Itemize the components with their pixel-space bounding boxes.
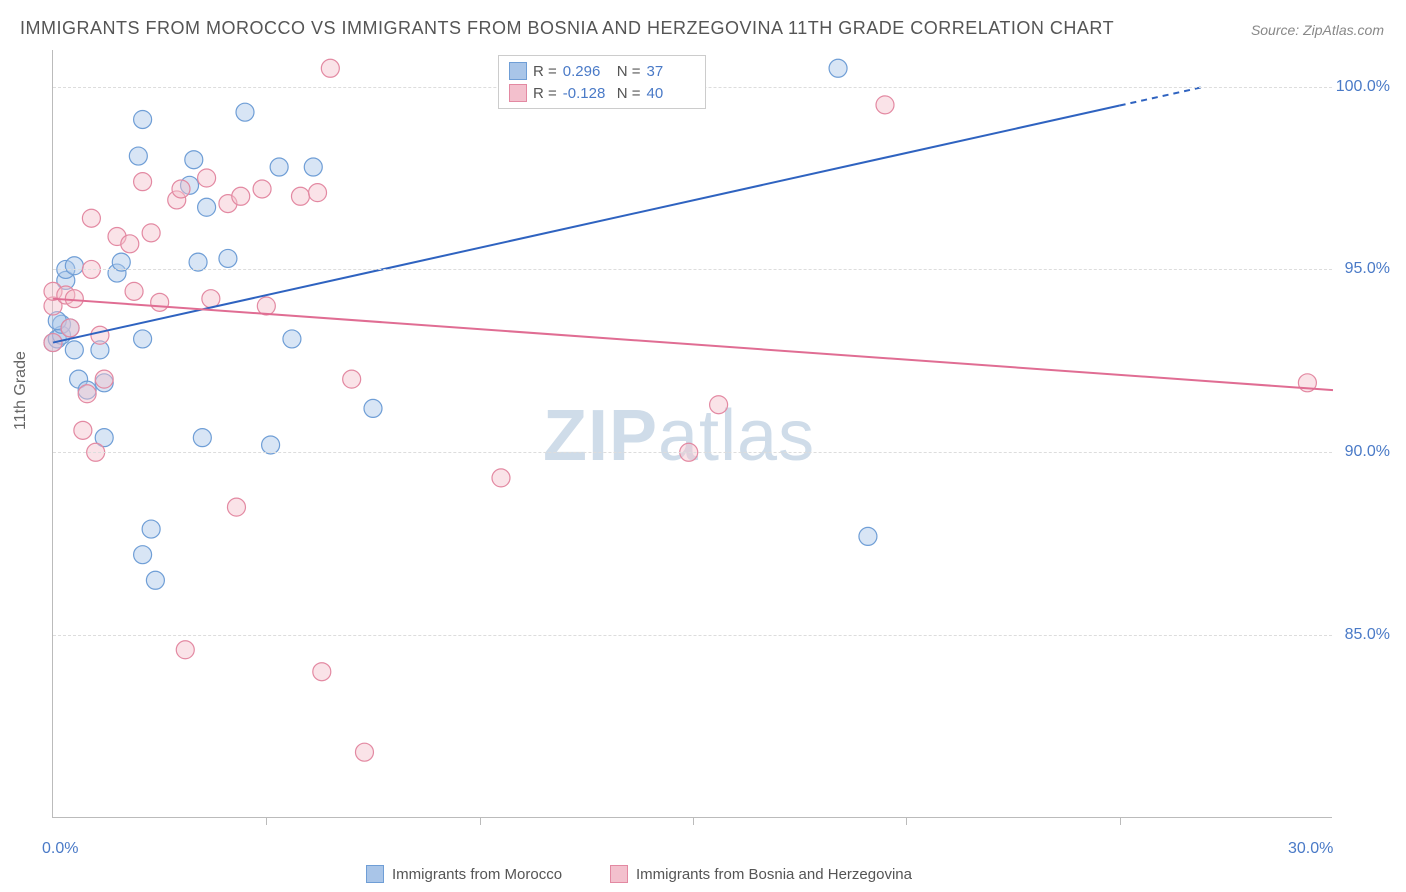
data-point [283,330,301,348]
data-point [172,180,190,198]
y-tick-label: 90.0% [1345,443,1390,461]
data-point [74,421,92,439]
legend-r-label: R = [533,85,557,102]
x-tick [1120,817,1121,825]
legend-row: R = -0.128 N = 40 [509,82,695,104]
data-point [121,235,139,253]
legend-swatch [366,865,384,883]
data-point [829,59,847,77]
data-point [257,297,275,315]
y-tick-label: 100.0% [1336,78,1390,96]
data-point [227,498,245,516]
data-point [291,187,309,205]
y-tick-label: 85.0% [1345,626,1390,644]
data-point [142,520,160,538]
data-point [198,198,216,216]
data-point [193,429,211,447]
series-legend-item: Immigrants from Bosnia and Herzegovina [610,865,912,883]
data-point [65,341,83,359]
chart-svg [53,50,1332,817]
chart-title: IMMIGRANTS FROM MOROCCO VS IMMIGRANTS FR… [20,18,1114,39]
data-point [95,370,113,388]
data-point [129,147,147,165]
data-point [151,293,169,311]
data-point [125,282,143,300]
data-point [185,151,203,169]
data-point [355,743,373,761]
data-point [134,546,152,564]
data-point [142,224,160,242]
legend-r-value: -0.128 [563,85,611,102]
x-tick [266,817,267,825]
data-point [134,330,152,348]
data-point [859,527,877,545]
legend-n-value: 37 [647,63,695,80]
gridline-horizontal [53,269,1332,270]
trend-line [53,106,1120,343]
x-tick-label: 0.0% [42,840,78,858]
legend-swatch [610,865,628,883]
x-tick-label: 30.0% [1288,840,1333,858]
series-legend-item: Immigrants from Morocco [366,865,562,883]
chart-container: IMMIGRANTS FROM MOROCCO VS IMMIGRANTS FR… [0,0,1406,892]
data-point [321,59,339,77]
legend-swatch [509,62,527,80]
gridline-horizontal [53,635,1332,636]
legend-n-value: 40 [647,85,695,102]
legend-r-label: R = [533,63,557,80]
data-point [253,180,271,198]
data-point [304,158,322,176]
trend-line [53,299,1333,390]
data-point [309,184,327,202]
data-point [176,641,194,659]
data-point [202,290,220,308]
data-point [313,663,331,681]
correlation-legend: R = 0.296 N = 37R = -0.128 N = 40 [498,55,706,109]
data-point [65,257,83,275]
legend-series-name: Immigrants from Bosnia and Herzegovina [636,866,912,883]
x-tick [693,817,694,825]
data-point [65,290,83,308]
legend-r-value: 0.296 [563,63,611,80]
data-point [219,249,237,267]
source-label: Source: ZipAtlas.com [1251,22,1384,38]
legend-series-name: Immigrants from Morocco [392,866,562,883]
legend-n-label: N = [617,63,641,80]
y-axis-label: 11th Grade [12,351,30,430]
data-point [492,469,510,487]
data-point [270,158,288,176]
data-point [710,396,728,414]
data-point [232,187,250,205]
data-point [112,253,130,271]
data-point [876,96,894,114]
data-point [61,319,79,337]
legend-swatch [509,84,527,102]
trend-line-dashed [1120,87,1205,106]
data-point [134,173,152,191]
data-point [82,209,100,227]
data-point [262,436,280,454]
data-point [364,399,382,417]
data-point [236,103,254,121]
data-point [134,110,152,128]
data-point [146,571,164,589]
legend-row: R = 0.296 N = 37 [509,60,695,82]
gridline-horizontal [53,452,1332,453]
data-point [198,169,216,187]
plot-area: ZIPatlas [52,50,1332,818]
x-tick [906,817,907,825]
data-point [78,385,96,403]
data-point [189,253,207,271]
y-tick-label: 95.0% [1345,260,1390,278]
legend-n-label: N = [617,85,641,102]
x-tick [480,817,481,825]
data-point [343,370,361,388]
data-point [91,326,109,344]
